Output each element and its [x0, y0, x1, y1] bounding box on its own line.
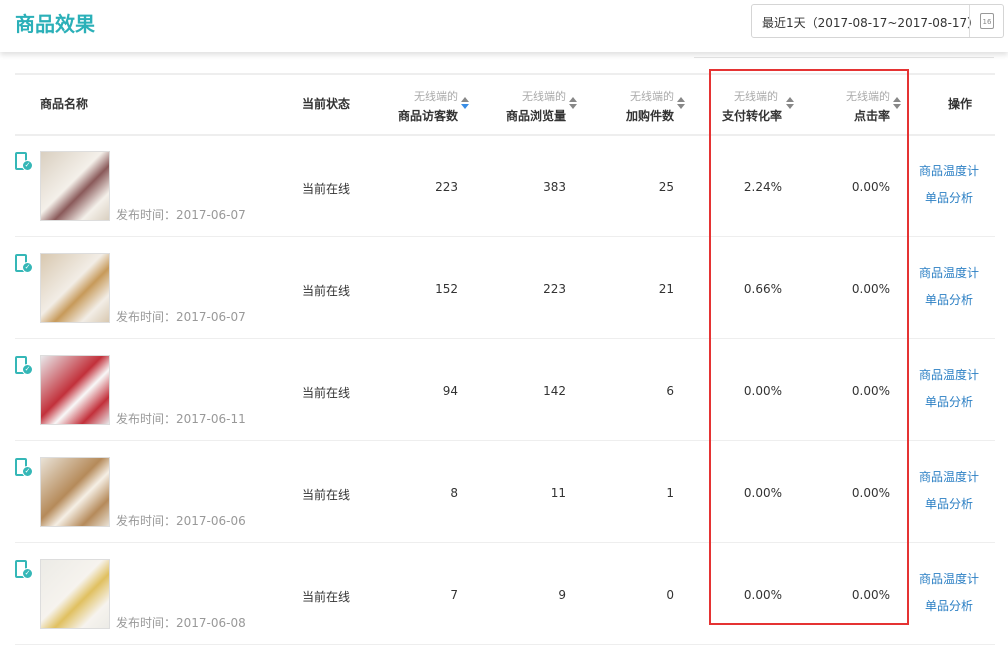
- col-sub: 无线端的: [846, 90, 890, 103]
- product-thermometer-link[interactable]: 商品温度计: [919, 266, 980, 280]
- status: 当前在线: [302, 590, 351, 604]
- product-thermometer-link[interactable]: 商品温度计: [919, 572, 980, 586]
- table-row: ✓ 发布时间：2017-06-07 当前在线 223 383 25 2.24% 0.00…: [15, 135, 995, 237]
- date-range-picker[interactable]: 最近1天（2017-08-17~2017-08-17） 16: [751, 4, 1004, 38]
- views-value: 383: [543, 180, 566, 194]
- sort-icon[interactable]: [569, 97, 577, 109]
- cart-value: 25: [658, 180, 674, 194]
- ctr-value: 0.00%: [851, 180, 890, 194]
- col-label: 点击率: [853, 109, 890, 123]
- conversion-value: 0.00%: [743, 588, 782, 602]
- date-range-text: 最近1天（2017-08-17~2017-08-17）: [762, 16, 980, 30]
- publish-time: 发布时间：2017-06-08: [116, 616, 246, 630]
- product-thermometer-link[interactable]: 商品温度计: [919, 164, 980, 178]
- publish-time: 发布时间：2017-06-11: [116, 412, 246, 426]
- col-sub: 无线端的: [522, 90, 566, 103]
- product-thumbnail[interactable]: [40, 151, 110, 221]
- col-label: 商品浏览量: [505, 109, 566, 123]
- mobile-device-icon: ✓: [15, 560, 33, 582]
- table-row: ✓ 发布时间：2017-06-06 当前在线 8 11 1 0.00% 0.00% 商品…: [15, 441, 995, 543]
- mobile-device-icon: ✓: [15, 458, 33, 480]
- mobile-device-icon: ✓: [15, 254, 33, 276]
- cart-value: 6: [666, 384, 674, 398]
- visitors-value: 8: [450, 486, 458, 500]
- visitors-value: 152: [435, 282, 458, 296]
- highlight-box: [709, 69, 909, 625]
- item-analysis-link[interactable]: 单品分析: [924, 497, 973, 511]
- conversion-value: 0.66%: [743, 282, 782, 296]
- status: 当前在线: [302, 488, 351, 502]
- mobile-device-icon: ✓: [15, 356, 33, 378]
- product-thumbnail[interactable]: [40, 457, 110, 527]
- divider: [15, 134, 995, 136]
- col-sub: 无线端的: [734, 90, 778, 103]
- status: 当前在线: [302, 386, 351, 400]
- sort-icon[interactable]: [893, 97, 901, 109]
- status: 当前在线: [302, 284, 351, 298]
- calendar-icon: 16: [980, 13, 994, 29]
- table-row: ✓ 发布时间：2017-06-11 当前在线 94 142 6 0.00% 0.00% …: [15, 339, 995, 441]
- conversion-value: 0.00%: [743, 486, 782, 500]
- ctr-value: 0.00%: [851, 588, 890, 602]
- col-views[interactable]: 无线端的商品浏览量: [466, 88, 566, 124]
- divider: [15, 73, 995, 75]
- page-title: 商品效果: [15, 12, 95, 36]
- cart-value: 0: [666, 588, 674, 602]
- item-analysis-link[interactable]: 单品分析: [924, 599, 973, 613]
- col-cart[interactable]: 无线端的 加购件数: [574, 88, 674, 124]
- product-thumbnail[interactable]: [40, 253, 110, 323]
- col-product-name: 商品名称: [40, 97, 89, 111]
- col-sub: 无线端的: [630, 90, 674, 103]
- visitors-value: 7: [450, 588, 458, 602]
- publish-time: 发布时间：2017-06-07: [116, 208, 246, 222]
- ctr-value: 0.00%: [851, 384, 890, 398]
- col-status: 当前状态: [302, 97, 351, 111]
- item-analysis-link[interactable]: 单品分析: [924, 293, 973, 307]
- divider: [694, 52, 994, 58]
- col-visitors[interactable]: 无线端的商品访客数: [358, 88, 458, 124]
- top-bar: 商品效果 最近1天（2017-08-17~2017-08-17） 16: [0, 0, 1008, 52]
- col-conversion[interactable]: 无线端的支付转化率: [722, 88, 822, 124]
- views-value: 11: [550, 486, 566, 500]
- col-actions: 操作: [948, 97, 973, 111]
- col-label: 商品访客数: [397, 109, 458, 123]
- product-thumbnail[interactable]: [40, 559, 110, 629]
- views-value: 223: [543, 282, 566, 296]
- ctr-value: 0.00%: [851, 282, 890, 296]
- mobile-device-icon: ✓: [15, 152, 33, 174]
- table-row: ✓ 发布时间：2017-06-07 当前在线 152 223 21 0.66% 0.00…: [15, 237, 995, 339]
- publish-time: 发布时间：2017-06-06: [116, 514, 246, 528]
- item-analysis-link[interactable]: 单品分析: [924, 191, 973, 205]
- cart-value: 21: [658, 282, 674, 296]
- visitors-value: 223: [435, 180, 458, 194]
- sort-icon[interactable]: [786, 97, 794, 109]
- publish-time: 发布时间：2017-06-07: [116, 310, 246, 324]
- col-ctr[interactable]: 无线端的点击率: [790, 88, 890, 124]
- visitors-value: 94: [442, 384, 458, 398]
- product-thumbnail[interactable]: [40, 355, 110, 425]
- sort-icon[interactable]: [461, 97, 469, 109]
- sort-icon[interactable]: [677, 97, 685, 109]
- views-value: 142: [543, 384, 566, 398]
- product-thermometer-link[interactable]: 商品温度计: [919, 368, 980, 382]
- views-value: 9: [558, 588, 566, 602]
- ctr-value: 0.00%: [851, 486, 890, 500]
- status: 当前在线: [302, 182, 351, 196]
- col-label: 加购件数: [625, 109, 674, 123]
- col-sub: 无线端的: [414, 90, 458, 103]
- item-analysis-link[interactable]: 单品分析: [924, 395, 973, 409]
- conversion-value: 0.00%: [743, 384, 782, 398]
- calendar-button[interactable]: 16: [969, 5, 1003, 37]
- product-thermometer-link[interactable]: 商品温度计: [919, 470, 980, 484]
- col-label: 支付转化率: [722, 109, 783, 123]
- cart-value: 1: [666, 486, 674, 500]
- conversion-value: 2.24%: [743, 180, 782, 194]
